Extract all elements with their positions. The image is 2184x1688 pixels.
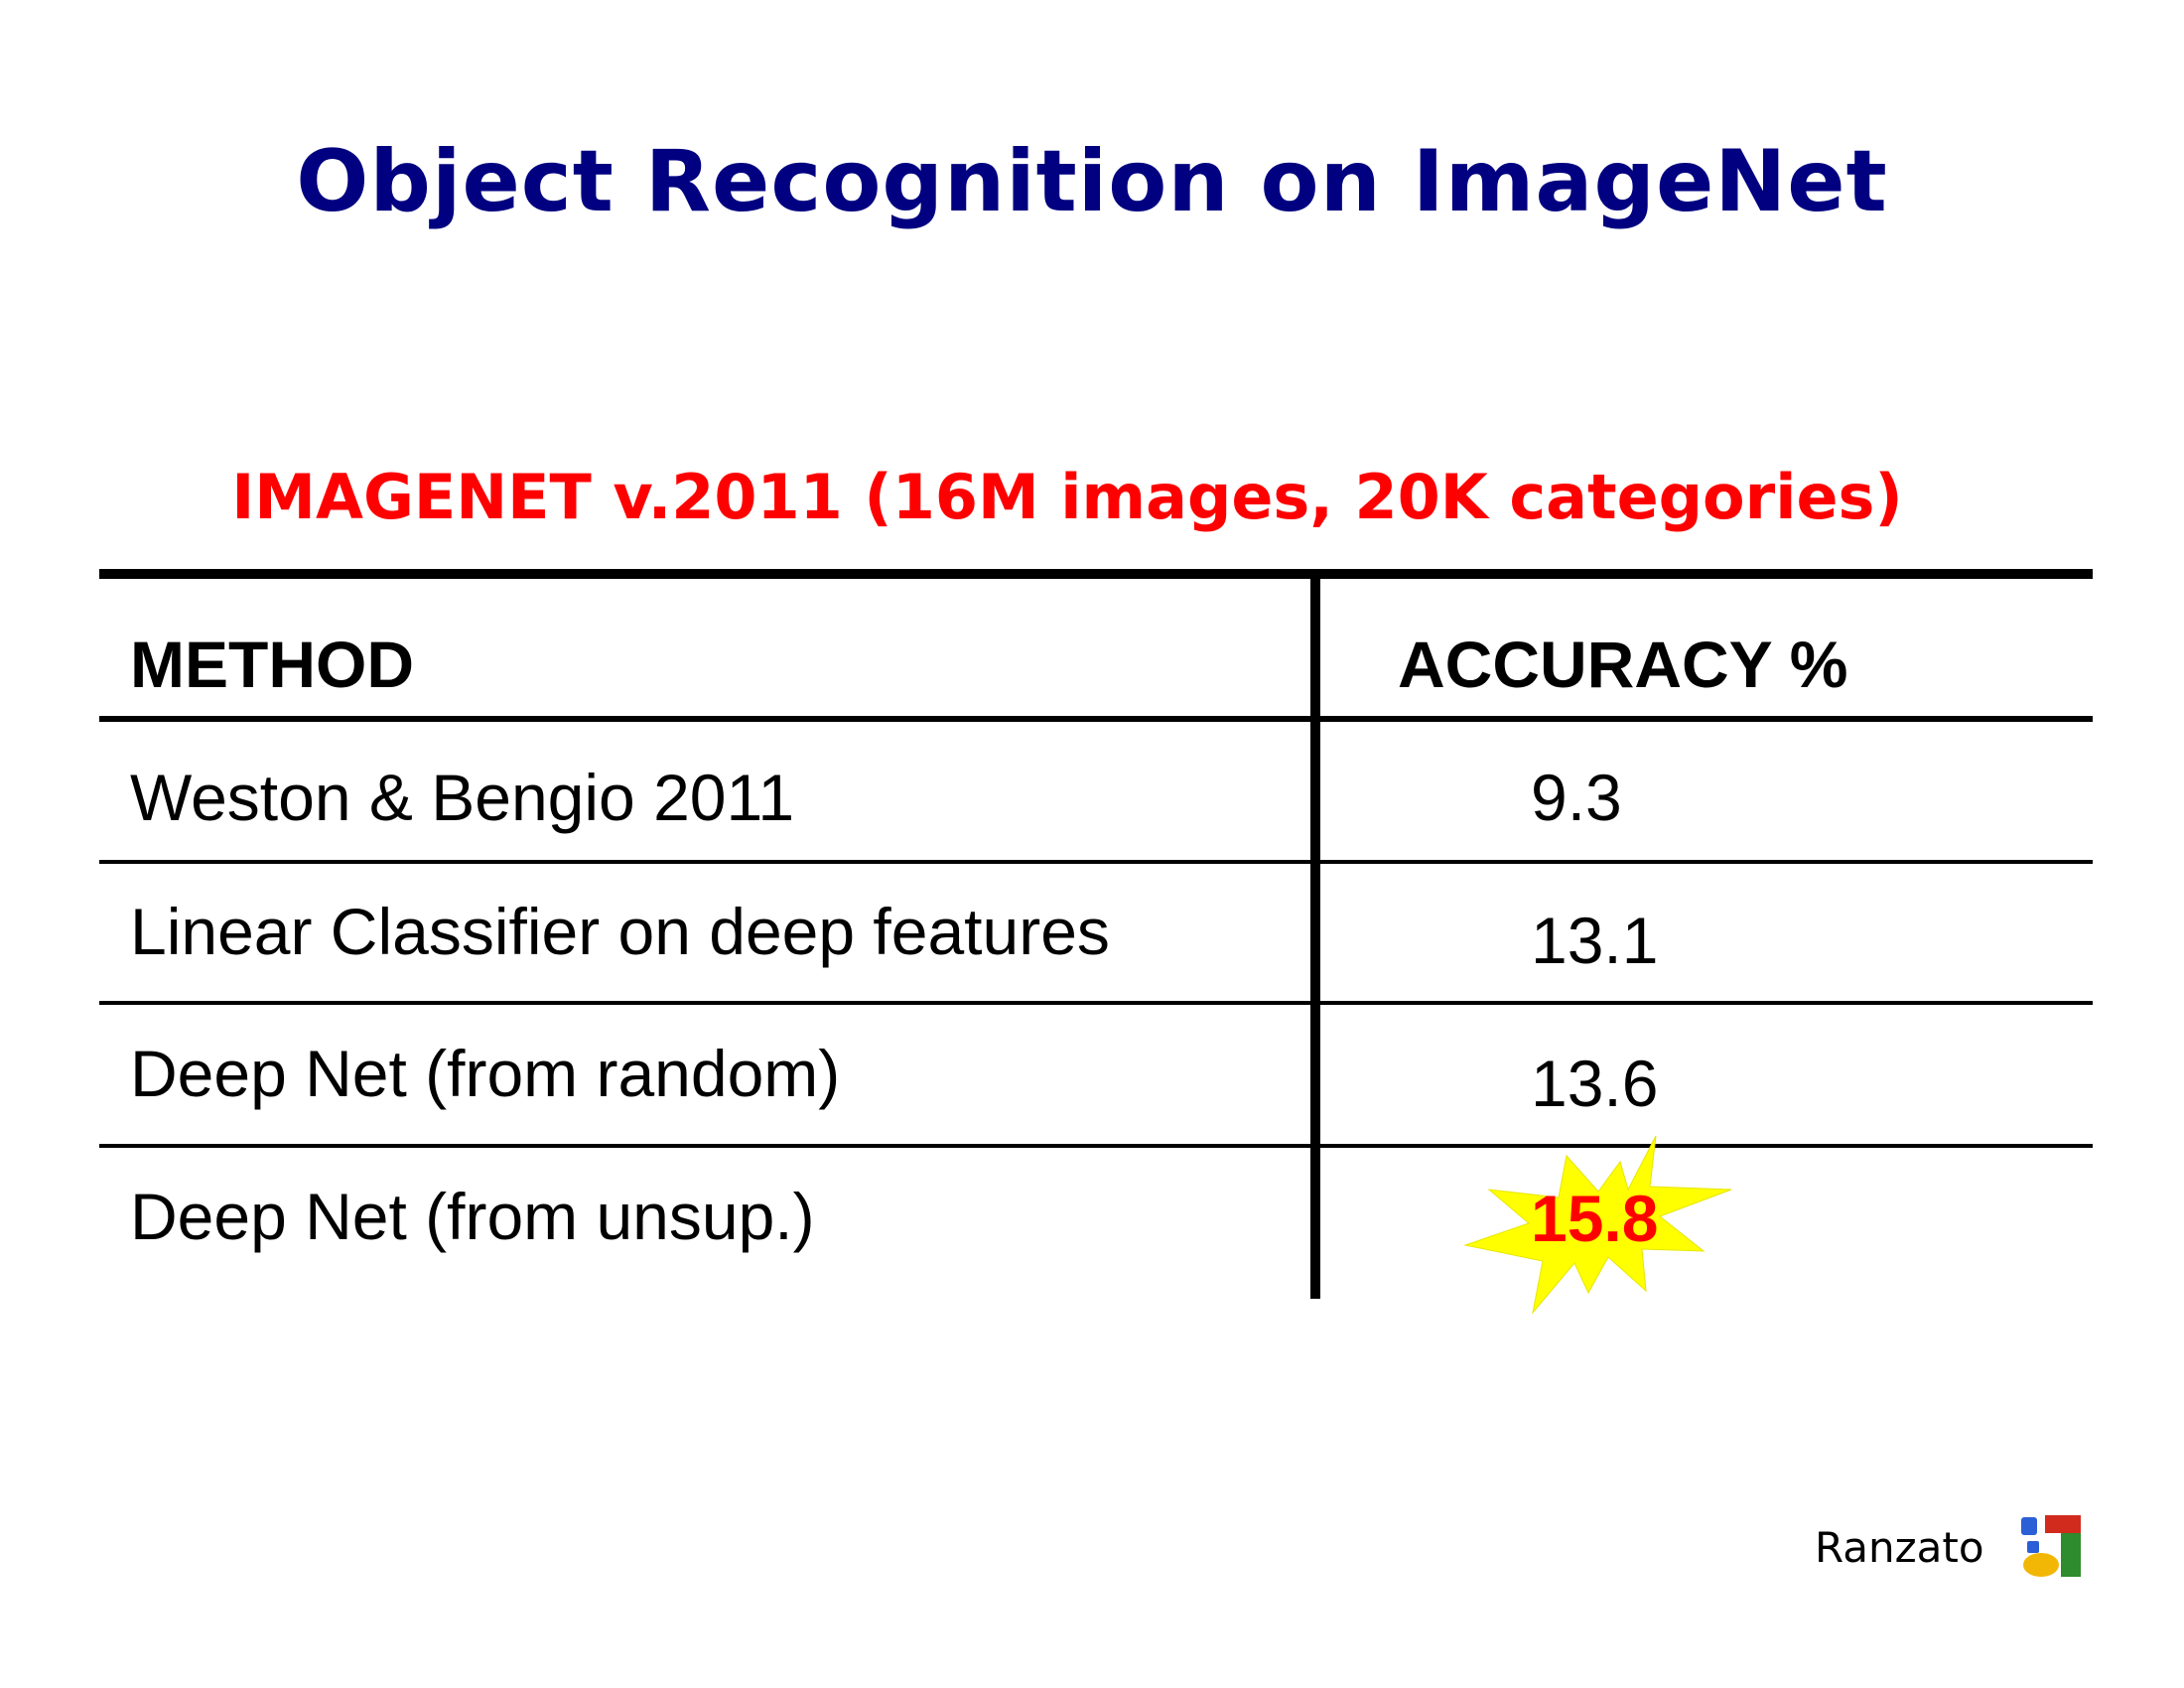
method-cell: Linear Classifier on deep features bbox=[130, 895, 1110, 968]
slide-title: Object Recognition on ImageNet bbox=[296, 132, 1888, 231]
table-top-rule bbox=[99, 569, 2093, 579]
google-logo-icon bbox=[2021, 1515, 2081, 1577]
accuracy-cell: 13.1 bbox=[1531, 904, 1659, 977]
slide-subtitle: IMAGENET v.2011 (16M images, 20K categor… bbox=[231, 461, 1903, 533]
accuracy-cell: 9.3 bbox=[1531, 761, 1622, 834]
method-cell: Deep Net (from unsup.) bbox=[130, 1180, 815, 1253]
table-header-rule bbox=[99, 716, 2093, 722]
table-row-rule bbox=[99, 1001, 2093, 1005]
method-cell: Weston & Bengio 2011 bbox=[130, 761, 795, 834]
accuracy-cell: 13.6 bbox=[1531, 1047, 1659, 1120]
header-accuracy: ACCURACY % bbox=[1398, 628, 1848, 701]
table-row-rule bbox=[99, 860, 2093, 864]
table-row-rule bbox=[99, 1144, 2093, 1148]
table-column-divider bbox=[1310, 579, 1320, 1299]
header-method: METHOD bbox=[130, 628, 414, 701]
starburst-highlight-icon bbox=[1463, 1135, 1732, 1315]
starburst-shape bbox=[1463, 1135, 1732, 1315]
accuracy-cell-highlighted: 15.8 bbox=[1531, 1182, 1659, 1255]
method-cell: Deep Net (from random) bbox=[130, 1037, 841, 1110]
author-name: Ranzato bbox=[1815, 1523, 1984, 1572]
